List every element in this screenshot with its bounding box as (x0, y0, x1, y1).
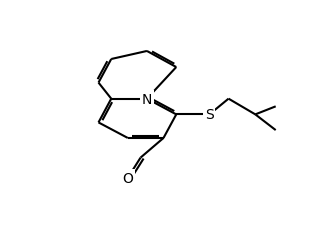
Text: O: O (122, 171, 133, 185)
Text: S: S (205, 108, 214, 122)
Text: N: N (142, 92, 152, 106)
